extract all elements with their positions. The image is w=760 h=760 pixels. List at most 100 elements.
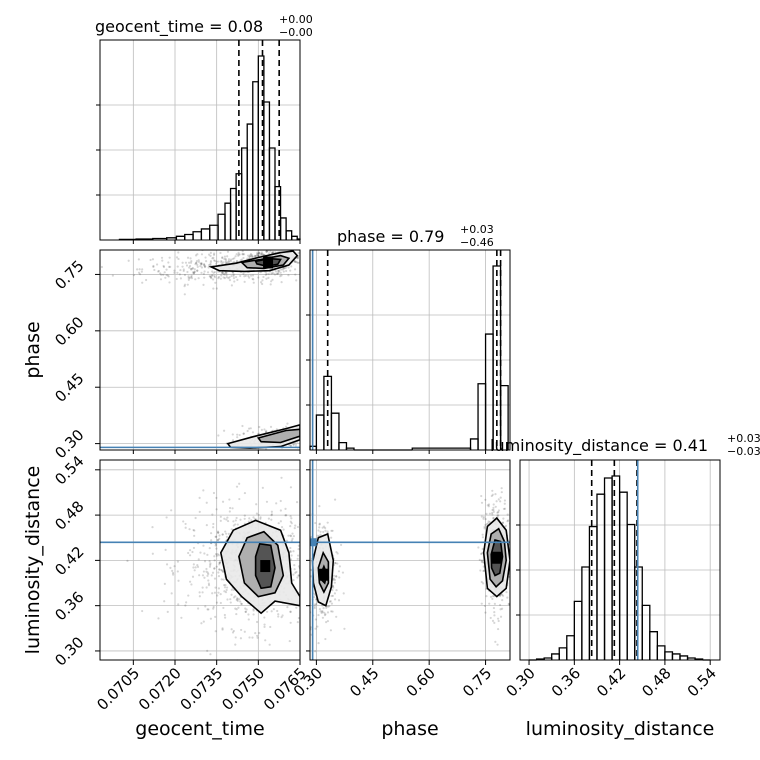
sample-point <box>243 514 246 517</box>
sample-point <box>217 574 221 578</box>
sample-point <box>188 266 191 269</box>
y-axis-label-phase: phase <box>22 321 44 378</box>
sample-point <box>229 506 232 510</box>
sample-point <box>491 508 494 512</box>
sample-point <box>284 507 287 510</box>
sample-point <box>203 560 207 563</box>
sample-point <box>339 597 341 599</box>
sample-point <box>183 285 186 288</box>
sample-point <box>235 598 238 601</box>
sample-point <box>169 265 172 269</box>
sample-point <box>230 284 234 287</box>
sample-point <box>294 443 298 446</box>
sample-point <box>137 271 141 274</box>
sample-point <box>221 533 224 536</box>
sample-point <box>493 621 496 624</box>
sample-point <box>209 563 212 567</box>
sample-point <box>235 608 238 611</box>
sample-point <box>149 258 152 262</box>
sample-point <box>151 526 154 529</box>
sample-point <box>205 567 208 571</box>
hist-panel-geocent-time <box>100 40 301 241</box>
sample-point <box>251 636 254 639</box>
sample-point <box>480 552 483 555</box>
sample-point <box>300 614 302 616</box>
sample-point <box>334 562 337 565</box>
sample-point <box>231 439 235 442</box>
sample-point <box>212 522 215 526</box>
sample-point <box>249 427 252 430</box>
sample-point <box>230 628 233 631</box>
sample-point <box>501 594 505 597</box>
sample-point <box>289 515 292 518</box>
sample-point <box>240 602 243 606</box>
sample-point <box>223 257 226 261</box>
sample-point <box>307 586 309 588</box>
sample-point <box>230 588 233 591</box>
sample-point <box>213 276 217 279</box>
sample-point <box>221 627 224 630</box>
sample-point <box>279 499 282 503</box>
sample-point <box>248 517 251 520</box>
sample-point <box>225 276 228 279</box>
sample-point <box>237 254 240 257</box>
sample-point <box>308 436 310 438</box>
sample-point <box>480 559 484 562</box>
sample-point <box>256 636 259 639</box>
sample-point <box>487 503 491 506</box>
sample-point <box>219 277 222 280</box>
sample-point <box>232 520 235 523</box>
sample-point <box>506 520 509 523</box>
sample-point <box>260 252 263 255</box>
sample-point <box>297 251 300 255</box>
sample-point <box>214 615 217 618</box>
sample-point <box>217 434 220 437</box>
sample-point <box>248 276 251 279</box>
sample-point <box>254 254 258 258</box>
sample-point <box>189 261 193 264</box>
sample-point <box>217 275 221 279</box>
sample-point <box>302 280 304 282</box>
sample-point <box>492 503 495 506</box>
panel-content <box>100 250 310 450</box>
sample-point <box>511 574 513 576</box>
sample-point <box>228 261 231 264</box>
sample-point <box>275 428 278 431</box>
sample-point <box>285 266 288 269</box>
sample-point <box>303 265 305 267</box>
sample-point <box>269 250 272 253</box>
sample-point <box>302 579 304 581</box>
sample-point <box>332 577 336 580</box>
sample-point <box>284 514 287 517</box>
sample-point <box>280 476 283 479</box>
x-tick-label-phase: 0.45 <box>346 664 382 700</box>
sample-point <box>319 530 322 533</box>
sample-point <box>502 517 505 520</box>
sample-point <box>180 616 183 619</box>
sample-point <box>253 517 257 521</box>
sample-point <box>172 573 175 576</box>
sample-point <box>152 264 155 268</box>
sample-point <box>160 273 163 276</box>
sample-point <box>177 603 180 606</box>
sample-point <box>244 607 247 610</box>
sample-point <box>314 650 317 653</box>
sample-point <box>195 261 198 265</box>
sample-point <box>202 272 205 275</box>
histogram-bar <box>499 384 509 450</box>
sample-point <box>330 529 333 532</box>
sample-point <box>155 263 159 266</box>
sample-point <box>322 528 324 530</box>
sample-point <box>499 500 502 503</box>
sample-point <box>228 279 232 282</box>
sample-point <box>265 500 269 503</box>
sample-point <box>492 516 495 520</box>
sample-point <box>292 550 295 553</box>
sample-point <box>175 256 179 259</box>
sample-point <box>292 443 295 446</box>
sample-point <box>213 577 217 580</box>
sample-point <box>323 614 327 617</box>
sample-point <box>294 260 297 264</box>
sample-point <box>212 253 216 256</box>
sample-point <box>325 606 328 609</box>
